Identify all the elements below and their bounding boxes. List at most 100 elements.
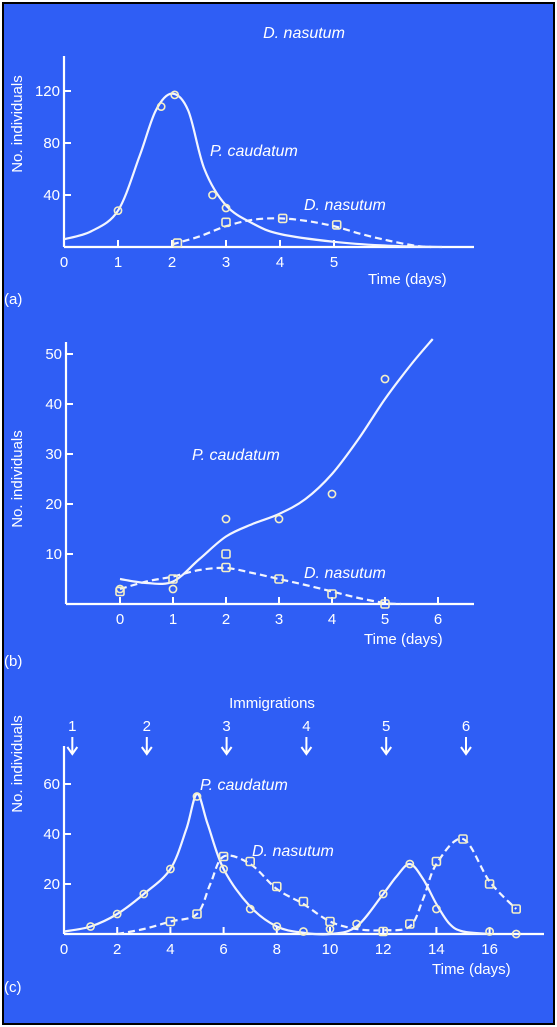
panel-c-pcaudatum-line — [63, 792, 490, 936]
panel-c-immigrations-title: Immigrations — [229, 695, 315, 712]
panel-c-pcaudatum-point — [378, 889, 388, 899]
panel-a-x-tick-label: 1 — [114, 254, 122, 271]
panel-a-pcaudatum-point — [221, 203, 231, 213]
panel-c-dnasutum-point — [511, 904, 522, 914]
panel-b-dnasutum-point — [274, 574, 284, 584]
panel-b-label: (b) — [4, 653, 22, 670]
panel-c-x-tick-label: 4 — [166, 941, 174, 958]
panel-b-x-tick-label: 0 — [116, 611, 124, 628]
panel-b-dnasutum-point — [221, 562, 231, 573]
figure-svg: D. nasutum No. individuals Time (days) (… — [4, 25, 544, 996]
panel-a-x-tick-label: 3 — [222, 254, 230, 271]
panel-c-immigration-arrow — [66, 737, 79, 756]
panel-b-dnasutum-label: D. nasutum — [304, 565, 386, 582]
panel-b-pcaudatum-point — [380, 374, 390, 384]
panel-b-x-tick-label: 3 — [275, 611, 283, 628]
panel-a-x-tick-label: 5 — [330, 254, 338, 271]
panel-c-pcaudatum-point — [192, 792, 202, 801]
panel-c-pcaudatum-label: P. caudatum — [200, 777, 288, 794]
panel-c-dnasutum-point — [484, 879, 495, 889]
panel-b-pcaudatum-point — [221, 514, 231, 524]
panel-b-y-tick-label: 50 — [45, 346, 62, 363]
panel-c-immigration-number: 2 — [143, 718, 151, 735]
panel-b-y-tick-label: 30 — [45, 446, 62, 463]
panel-b-x-tick-label: 4 — [328, 611, 336, 628]
panel-a-pcaudatum-point — [208, 190, 217, 200]
panel-c: Immigrations No. individuals Time (days)… — [4, 695, 544, 996]
panel-a-y-tick-label: 80 — [43, 135, 60, 152]
panel-c-pcaudatum-point — [245, 904, 255, 914]
panel-b-dnasutum-point — [221, 549, 231, 559]
panel-c-xlabel: Time (days) — [432, 961, 511, 978]
panel-c-pcaudatum-point — [219, 864, 228, 874]
panel-b-x-tick-label: 2 — [222, 611, 230, 628]
panel-c-dnasutum-point — [458, 834, 468, 844]
panel-a-pcaudatum-point — [170, 90, 180, 100]
panel-c-dnasutum-point — [404, 919, 415, 929]
panel-a-pcaudatum-point — [156, 102, 166, 111]
panel-c-dnasutum-point — [165, 916, 176, 927]
panel-a-dnasutum-line — [171, 217, 432, 249]
panel-a-dnasutum-point — [331, 220, 342, 230]
panel-a-label: (a) — [4, 291, 22, 308]
panel-c-pcaudatum-point — [298, 927, 308, 936]
panel-c-dnasutum-label: D. nasutum — [252, 843, 334, 860]
panel-a-ylabel: No. individuals — [9, 75, 26, 173]
panel-c-dnasutum-point — [431, 856, 442, 867]
panel-b-dnasutum-point — [115, 586, 125, 597]
panel-a-dnasutum-point — [221, 217, 231, 228]
panel-a-dnasutum-label: D. nasutum — [304, 197, 386, 214]
panel-b-xlabel: Time (days) — [364, 631, 443, 648]
panel-b-dnasutum-point — [380, 599, 390, 609]
panel-c-dnasutum-point — [298, 896, 309, 907]
panel-c-pcaudatum-point — [485, 927, 494, 936]
panel-c-x-tick-label: 0 — [60, 941, 68, 958]
panel-c-immigration-number: 5 — [382, 718, 390, 735]
panel-c-x-tick-label: 16 — [481, 941, 498, 958]
panel-c-dnasutum-point — [271, 881, 282, 892]
panel-c-x-tick-label: 2 — [113, 941, 121, 958]
panel-c-x-tick-label: 10 — [322, 941, 339, 958]
panel-c-y-tick-label: 20 — [43, 876, 60, 893]
panel-a-x-tick-label: 2 — [168, 254, 176, 271]
panel-c-x-tick-label: 8 — [273, 941, 281, 958]
panel-c-immigration-number: 3 — [222, 718, 230, 735]
panel-b-dnasutum-point — [168, 574, 178, 584]
panel-c-immigration-arrow — [220, 737, 233, 756]
panel-c-label: (c) — [4, 979, 22, 996]
panel-c-pcaudatum-point — [165, 864, 175, 874]
panel-c-x-tick-label: 14 — [428, 941, 445, 958]
panel-a-pcaudatum-point — [113, 206, 123, 215]
panel-c-immigration-arrow — [140, 737, 153, 756]
panel-c-pcaudatum-point — [139, 889, 149, 899]
panel-a-y-tick-label: 120 — [35, 83, 60, 100]
panel-a-xlabel: Time (days) — [368, 271, 447, 288]
panel-c-immigration-arrow — [300, 737, 313, 756]
panel-c-pcaudatum-point — [112, 909, 122, 919]
panel-b-pcaudatum-point — [327, 489, 337, 499]
panel-b-y-tick-label: 20 — [45, 496, 62, 513]
panel-b-dnasutum-point — [327, 589, 337, 599]
panel-b-y-tick-label: 10 — [45, 546, 62, 563]
panel-c-dnasutum-point — [378, 926, 389, 937]
panel-c-pcaudatum-point — [431, 904, 441, 914]
panel-c-y-tick-label: 40 — [43, 826, 60, 843]
panel-c-pcaudatum-point — [272, 922, 282, 931]
panel-a-x-tick-label: 0 — [60, 254, 68, 271]
panel-b-ylabel: No. individuals — [9, 430, 26, 528]
panel-c-y-tick-label: 60 — [43, 776, 60, 793]
panel-b-x-tick-label: 5 — [381, 611, 389, 628]
panel-b-pcaudatum-line — [119, 338, 434, 586]
panel-a: D. nasutum No. individuals Time (days) (… — [4, 25, 474, 308]
panel-a-pcaudatum-label: P. caudatum — [210, 143, 298, 160]
panel-a-title: D. nasutum — [263, 25, 345, 42]
panel-b-dnasutum-line — [119, 566, 401, 606]
panel-a-y-tick-label: 40 — [43, 187, 60, 204]
panel-c-dnasutum-line — [116, 837, 517, 936]
panel-c-immigration-arrow — [460, 737, 472, 756]
panel-a-pcaudatum-line — [63, 92, 443, 249]
panel-c-pcaudatum-point — [86, 922, 95, 931]
panel-c-pcaudatum-point — [511, 929, 521, 939]
panel-a-dnasutum-point — [277, 213, 288, 224]
panel-a-dnasutum-point — [172, 238, 183, 248]
